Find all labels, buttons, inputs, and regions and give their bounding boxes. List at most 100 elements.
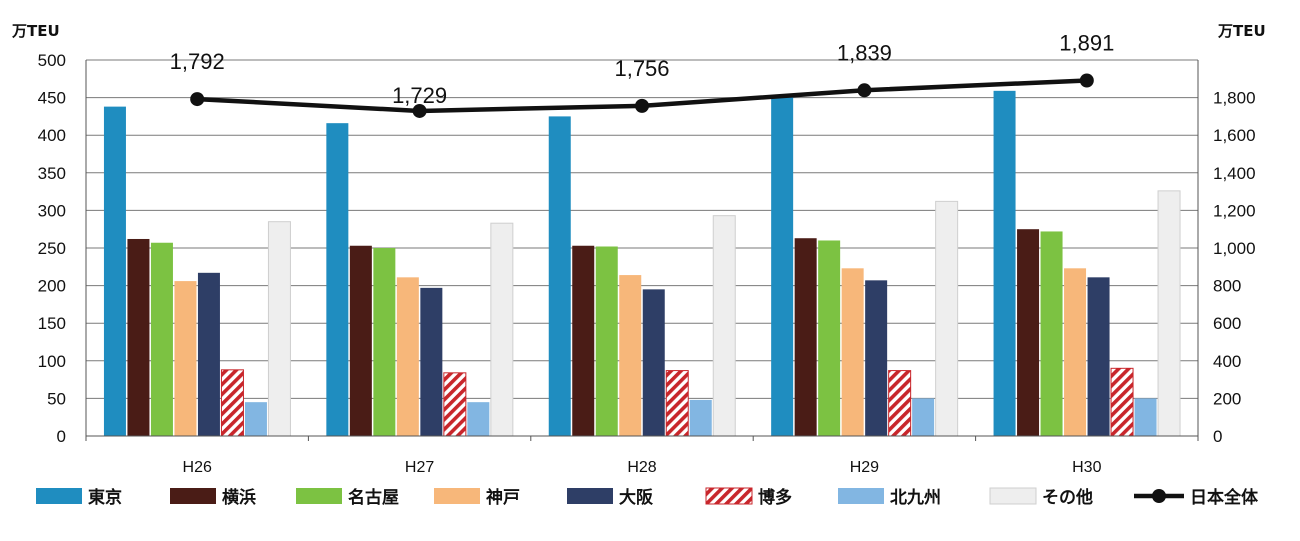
line-point (1079, 73, 1094, 88)
legend-swatch-神戸 (434, 488, 480, 504)
right-tick-label: 1,600 (1213, 126, 1256, 145)
legend-swatch-東京 (36, 488, 82, 504)
bar-名古屋 (595, 246, 618, 436)
bar-大阪 (642, 289, 665, 436)
bar-大阪 (420, 287, 443, 436)
right-axis-unit: 万TEU (1217, 22, 1266, 40)
left-tick-label: 350 (38, 164, 66, 183)
bar-北九州 (244, 402, 267, 436)
left-tick-label: 100 (38, 352, 66, 371)
bar-東京 (103, 106, 126, 437)
bar-東京 (548, 116, 571, 437)
legend-swatch-名古屋 (296, 488, 342, 504)
bar-博多 (443, 372, 467, 437)
legend-marker (1152, 489, 1166, 503)
left-tick-label: 500 (38, 51, 66, 70)
line-point (857, 83, 872, 98)
bar-横浜 (572, 245, 595, 436)
left-tick-label: 250 (38, 239, 66, 258)
right-tick-label: 1,000 (1213, 239, 1256, 258)
bar-名古屋 (373, 248, 396, 436)
line-point (635, 98, 649, 113)
legend-swatch-北九州 (838, 488, 884, 504)
bar-その他 (267, 221, 291, 437)
right-tick-label: 0 (1213, 427, 1222, 446)
legend-swatch-博多 (705, 487, 753, 505)
bar-大阪 (865, 280, 888, 436)
bar-博多 (665, 370, 689, 437)
legend-label: 名古屋 (348, 487, 399, 508)
bar-横浜 (794, 238, 817, 436)
bar-神戸 (619, 275, 642, 436)
category-label: H28 (627, 459, 656, 476)
bar-その他 (490, 222, 514, 437)
category-label: H30 (1072, 459, 1101, 476)
legend-label: 北九州 (890, 488, 941, 508)
bar-北九州 (467, 402, 490, 436)
data-label: 1,729 (392, 83, 447, 108)
category-label: H26 (183, 459, 212, 476)
legend-label: その他 (1042, 487, 1093, 508)
legend-label: 日本全体 (1190, 487, 1259, 508)
data-label: 1,839 (837, 40, 892, 65)
bar-横浜 (1017, 229, 1040, 436)
line-point (412, 103, 427, 118)
bar-東京 (326, 123, 349, 436)
right-tick-label: 1,400 (1213, 164, 1256, 183)
legend-swatch-横浜 (170, 488, 216, 504)
bar-北九州 (689, 399, 712, 436)
right-tick-label: 1,200 (1213, 201, 1256, 220)
left-axis-unit: 万TEU (11, 22, 60, 40)
bar-博多 (888, 370, 912, 437)
left-tick-label: 400 (38, 126, 66, 145)
bar-横浜 (349, 245, 372, 436)
bar-北九州 (912, 398, 935, 436)
legend: 東京 横浜 名古屋 神戸 大阪 博多 北九州 その他 日本全体 (36, 487, 1259, 508)
bar-博多 (220, 369, 244, 437)
category-label: H29 (850, 459, 879, 476)
legend-label: 博多 (758, 487, 792, 508)
bar-神戸 (396, 277, 419, 436)
bar-大阪 (1087, 277, 1110, 436)
bar-名古屋 (150, 242, 173, 436)
left-tick-label: 150 (38, 314, 66, 333)
bar-横浜 (127, 238, 150, 436)
legend-label: 東京 (88, 487, 122, 508)
left-tick-label: 50 (47, 389, 66, 408)
category-label: H27 (405, 459, 434, 476)
legend-label: 横浜 (222, 487, 256, 508)
left-tick-label: 300 (38, 201, 66, 220)
bar-神戸 (174, 281, 197, 436)
bar-北九州 (1134, 398, 1157, 436)
legend-label: 神戸 (486, 487, 520, 508)
bar-その他 (935, 200, 959, 437)
bar-神戸 (841, 268, 864, 436)
left-tick-label: 0 (57, 427, 66, 446)
bar-名古屋 (818, 240, 841, 436)
left-tick-label: 200 (38, 277, 66, 296)
axes: 0 50 100 150 200 250 300 350 400 450 500 0 200 400 600… (11, 22, 1266, 476)
total-line: 1,792 1,729 1,756 1,839 1,891 (170, 30, 1114, 118)
right-tick-label: 1,800 (1213, 89, 1256, 108)
left-tick-label: 450 (38, 89, 66, 108)
bar-大阪 (197, 272, 220, 436)
bar-その他 (1157, 190, 1181, 437)
right-tick-label: 800 (1213, 277, 1241, 296)
right-tick-label: 600 (1213, 314, 1241, 333)
line-point (190, 92, 205, 107)
legend-swatch-大阪 (567, 488, 613, 504)
bar-神戸 (1064, 268, 1087, 436)
bar-博多 (1110, 367, 1134, 437)
data-label: 1,891 (1059, 30, 1114, 55)
legend-label: 大阪 (619, 487, 653, 508)
right-tick-label: 200 (1213, 389, 1241, 408)
legend-swatch-その他 (989, 487, 1037, 505)
bar-名古屋 (1040, 231, 1063, 436)
data-label: 1,792 (170, 49, 225, 74)
data-label: 1,756 (614, 56, 669, 81)
bars (103, 90, 1181, 437)
right-tick-label: 400 (1213, 352, 1241, 371)
bar-東京 (993, 90, 1016, 436)
bar-その他 (712, 215, 736, 437)
